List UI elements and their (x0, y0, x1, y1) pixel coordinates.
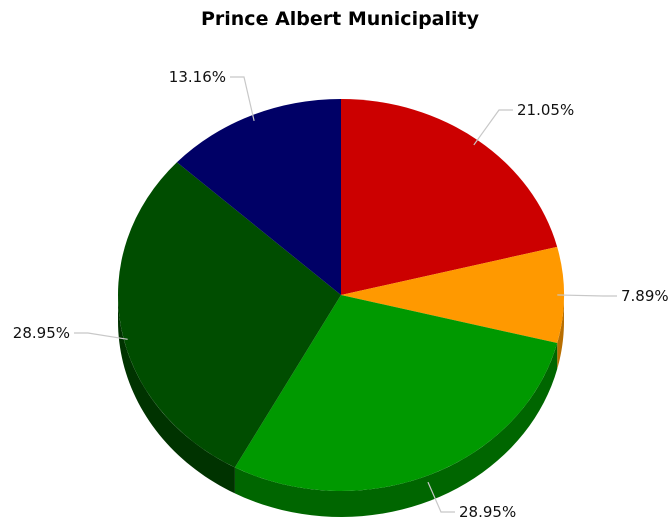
pie-slice-side-2 (557, 295, 564, 370)
pie-slice-5 (176, 99, 341, 295)
slice-labels: 21.05% 7.89% 28.95% 28.95% 13.16% (13, 68, 669, 521)
leader-line-1 (473, 109, 513, 146)
pie-slice-3 (234, 295, 558, 491)
leader-line-2 (557, 294, 617, 297)
slice-label-2: 7.89% (621, 287, 669, 305)
slice-label-1: 21.05% (517, 101, 574, 119)
pie-slice-side-3 (234, 343, 558, 517)
slice-label-4: 28.95% (13, 324, 70, 342)
pie-slice-4 (117, 162, 341, 468)
slice-label-3: 28.95% (459, 503, 516, 521)
pie-slice-1 (341, 99, 558, 295)
leader-line-4 (74, 332, 128, 340)
pie-slice-2 (341, 246, 564, 344)
chart-title: Prince Albert Municipality (201, 8, 480, 30)
leader-line-3 (427, 481, 455, 513)
pie-depth (118, 295, 564, 517)
slice-label-5: 13.16% (169, 68, 226, 86)
pie-slices (117, 99, 564, 491)
leader-line-5 (230, 76, 255, 122)
pie-slice-side-4 (118, 295, 235, 494)
